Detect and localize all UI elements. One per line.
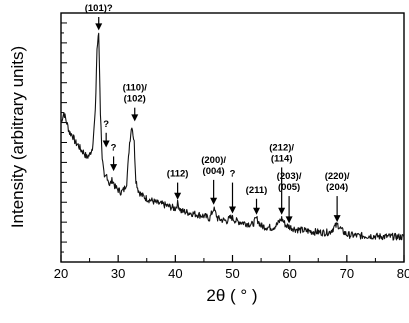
arrow-head: [95, 23, 103, 31]
y-axis-title: Intensity (arbitrary units): [8, 46, 27, 228]
peak-annotation: (200)/(004): [201, 155, 226, 205]
arrow-head: [285, 216, 293, 224]
peak-label: (101)?: [85, 3, 113, 14]
arrow-head: [229, 206, 236, 214]
peak-label: (211): [246, 185, 268, 196]
peak-annotation: (203)/(005): [277, 171, 302, 224]
peak-label: (220)/: [325, 171, 350, 182]
x-tick-label: 60: [282, 266, 296, 281]
peak-annotation: (112): [167, 169, 189, 200]
peak-label: (114): [271, 153, 293, 164]
peak-annotation: (220)/(204): [325, 171, 350, 223]
arrow-head: [102, 140, 110, 148]
peak-label: (203)/: [277, 171, 302, 182]
peak-annotation: ?: [229, 169, 236, 214]
x-axis-title: 2θ ( ° ): [206, 286, 257, 305]
x-tick-label: 20: [54, 266, 68, 281]
arrow-head: [333, 215, 341, 223]
x-tick-label: 40: [168, 266, 182, 281]
peak-label: ?: [111, 142, 117, 153]
peak-label: (110)/: [123, 83, 148, 94]
arrow-head: [131, 114, 139, 122]
peak-annotations: (101)??? (110)/(102) (112) (200)/(004) ? (211…: [85, 3, 350, 224]
peak-annotation: (212)/(114): [269, 142, 294, 215]
peak-label: (200)/: [201, 155, 226, 166]
x-tick-label: 30: [111, 266, 125, 281]
peak-annotation: (211): [246, 185, 268, 215]
plot-frame: [60, 12, 405, 263]
x-axis-ticks: 20 30 40 50 60 70 80: [54, 255, 409, 281]
peak-label: (212)/: [269, 142, 294, 153]
peak-annotation: ?: [110, 142, 118, 172]
peak-annotation: (101)?: [85, 3, 113, 31]
peak-label: (102): [124, 94, 146, 105]
peak-annotation: ?: [102, 119, 110, 148]
peak-label: (004): [203, 166, 225, 177]
peak-label: (112): [167, 169, 189, 180]
arrow-head: [110, 164, 118, 172]
series-line: [60, 32, 405, 241]
arrow-head: [210, 197, 218, 205]
x-tick-label: 70: [340, 266, 354, 281]
plot-border: [60, 12, 405, 263]
arrow-head: [278, 207, 286, 215]
peak-label: ?: [103, 119, 109, 130]
peak-label: ?: [230, 169, 236, 180]
x-tick-label: 50: [225, 266, 239, 281]
peak-label: (204): [326, 182, 348, 193]
x-tick-label: 80: [397, 266, 409, 281]
peak-label: (005): [278, 182, 300, 193]
arrow-head: [174, 192, 182, 200]
peak-annotation: (110)/(102): [123, 83, 148, 122]
arrow-head: [253, 207, 261, 215]
y-axis-ticks: [61, 22, 67, 253]
